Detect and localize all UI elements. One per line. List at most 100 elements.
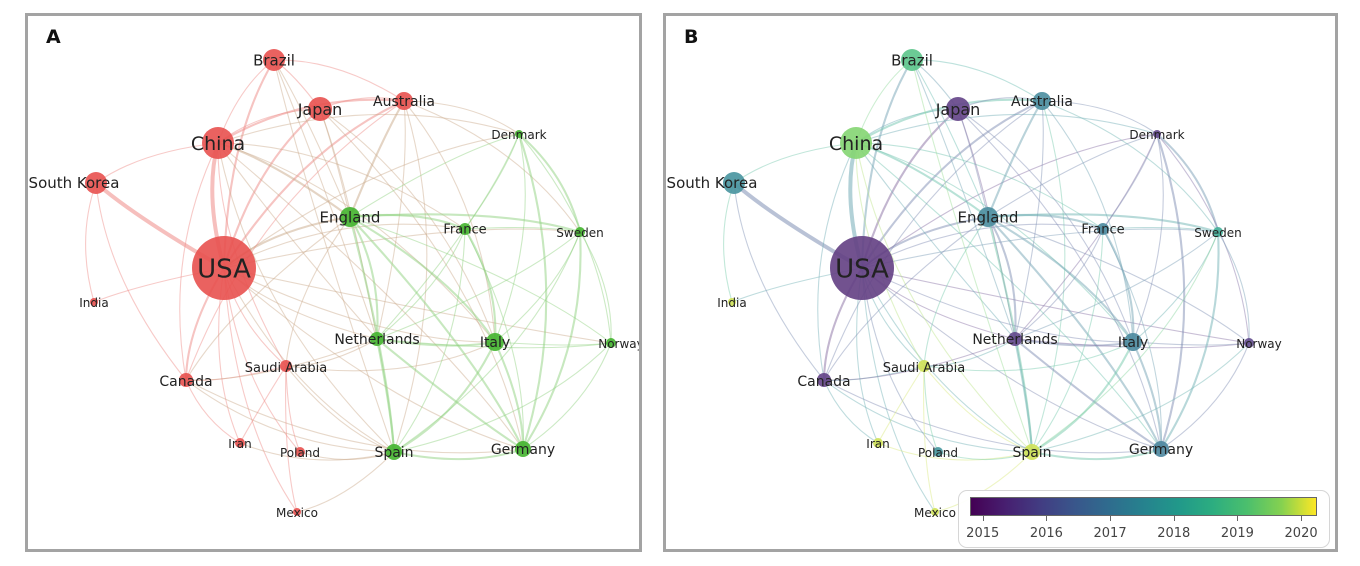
- legend-tick-label-2019: 2019: [1220, 526, 1254, 541]
- node-label-england: England: [958, 208, 1019, 226]
- edge-brazil-australia: [273, 59, 405, 102]
- node-spain[interactable]: [386, 444, 402, 460]
- node-sweden[interactable]: [1213, 227, 1223, 237]
- node-germany[interactable]: [1153, 441, 1169, 457]
- node-label-poland: Poland: [280, 446, 320, 460]
- node-india[interactable]: [728, 298, 736, 306]
- edge-mexico-spain: [296, 451, 395, 513]
- node-mexico[interactable]: [293, 508, 301, 516]
- node-france[interactable]: [1097, 223, 1109, 235]
- node-label-iran: Iran: [866, 437, 889, 451]
- node-label-france: France: [443, 223, 486, 238]
- edge-sweden-norway: [579, 231, 612, 344]
- node-canada[interactable]: [817, 373, 831, 387]
- edge-japan-germany: [319, 108, 524, 450]
- node-italy[interactable]: [486, 333, 504, 351]
- edge-brazil-netherlands: [273, 59, 378, 340]
- node-china[interactable]: [202, 127, 234, 159]
- node-iran[interactable]: [235, 438, 245, 448]
- node-netherlands[interactable]: [370, 332, 384, 346]
- edge-usa-germany: [223, 267, 524, 450]
- edge-australia-italy: [1041, 100, 1134, 343]
- node-india[interactable]: [90, 298, 98, 306]
- edge-brazil-england: [911, 59, 989, 218]
- edge-japan-italy: [957, 108, 1134, 343]
- node-germany[interactable]: [515, 441, 531, 457]
- node-denmark[interactable]: [1153, 130, 1161, 138]
- edge-usa-mexico: [223, 267, 298, 513]
- panel-b-overlay-network: B USA China Brazil Japan Australia South Kore…: [663, 13, 1338, 552]
- edge-usa-denmark: [861, 133, 1158, 269]
- edge-saudi-arabia-england: [923, 216, 989, 367]
- node-south-korea[interactable]: [85, 172, 107, 194]
- node-china[interactable]: [840, 127, 872, 159]
- edge-netherlands-spain: [375, 337, 396, 454]
- edge-germany-sweden: [1159, 230, 1220, 451]
- node-south-korea[interactable]: [723, 172, 745, 194]
- node-iran[interactable]: [873, 438, 883, 448]
- node-brazil[interactable]: [263, 49, 285, 71]
- edge-netherlands-france: [376, 228, 466, 340]
- edge-germany-denmark: [1155, 132, 1186, 451]
- node-england[interactable]: [978, 207, 998, 227]
- edge-canada-england: [823, 216, 989, 381]
- node-label-china: China: [829, 133, 883, 155]
- edge-italy-norway: [1132, 341, 1250, 346]
- edge-denmark-sweden: [1155, 132, 1220, 234]
- node-saudi-arabia[interactable]: [918, 360, 930, 372]
- edge-australia-england: [348, 99, 406, 219]
- edge-poland-spain: [299, 451, 395, 461]
- node-usa[interactable]: [192, 236, 256, 300]
- node-label-australia: Australia: [1011, 94, 1073, 110]
- edge-canada-iran: [185, 379, 241, 444]
- edge-germany-france: [1102, 228, 1162, 450]
- edge-italy-sweden: [494, 231, 581, 343]
- node-italy[interactable]: [1124, 333, 1142, 351]
- edge-usa-denmark: [223, 133, 520, 269]
- edge-china-canada: [179, 142, 219, 381]
- legend-tick-row: 2015 2016 2017 2018 2019 2020: [966, 516, 1318, 544]
- edge-australia-sweden: [403, 100, 581, 233]
- node-usa[interactable]: [830, 236, 894, 300]
- edge-usa-sweden: [861, 228, 1219, 269]
- edge-japan-italy: [319, 108, 496, 343]
- edge-china-germany: [855, 142, 1162, 450]
- node-poland[interactable]: [295, 447, 305, 457]
- edge-england-italy: [348, 215, 497, 344]
- legend-tick-mark: [1046, 516, 1048, 521]
- edge-australia-sweden: [1041, 100, 1219, 233]
- nodes-layer: [723, 49, 1254, 516]
- node-label-usa: USA: [835, 254, 889, 284]
- node-spain[interactable]: [1024, 444, 1040, 460]
- edge-norway-spain: [393, 342, 612, 453]
- node-sweden[interactable]: [575, 227, 585, 237]
- node-label-poland: Poland: [918, 446, 958, 460]
- node-australia[interactable]: [1033, 92, 1051, 110]
- node-label-usa: USA: [197, 254, 251, 284]
- edge-brazil-england: [273, 59, 351, 218]
- node-label-saudi-arabia: Saudi Arabia: [245, 361, 328, 376]
- node-japan[interactable]: [946, 97, 970, 121]
- node-saudi-arabia[interactable]: [280, 360, 292, 372]
- edge-brazil-australia: [911, 59, 1043, 102]
- node-norway[interactable]: [1244, 338, 1254, 348]
- node-label-mexico: Mexico: [914, 506, 956, 520]
- node-norway[interactable]: [606, 338, 616, 348]
- edge-netherlands-germany: [375, 337, 525, 451]
- node-france[interactable]: [459, 223, 471, 235]
- node-poland[interactable]: [933, 447, 943, 457]
- node-label-sweden: Sweden: [556, 226, 603, 240]
- node-netherlands[interactable]: [1008, 332, 1022, 346]
- panel-a-label: A: [46, 26, 61, 48]
- node-label-denmark: Denmark: [491, 128, 546, 142]
- node-mexico[interactable]: [931, 508, 939, 516]
- node-japan[interactable]: [308, 97, 332, 121]
- node-england[interactable]: [340, 207, 360, 227]
- node-label-denmark: Denmark: [1129, 128, 1184, 142]
- node-australia[interactable]: [395, 92, 413, 110]
- labels-layer: USA China Brazil Japan Australia South Korea I…: [29, 51, 639, 520]
- node-canada[interactable]: [179, 373, 193, 387]
- node-brazil[interactable]: [901, 49, 923, 71]
- edge-saudi-arabia-spain: [285, 365, 395, 453]
- node-denmark[interactable]: [515, 130, 523, 138]
